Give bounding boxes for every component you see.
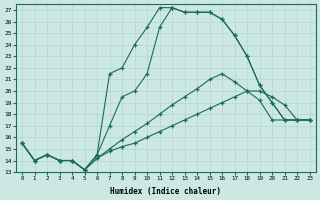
X-axis label: Humidex (Indice chaleur): Humidex (Indice chaleur)	[110, 187, 221, 196]
